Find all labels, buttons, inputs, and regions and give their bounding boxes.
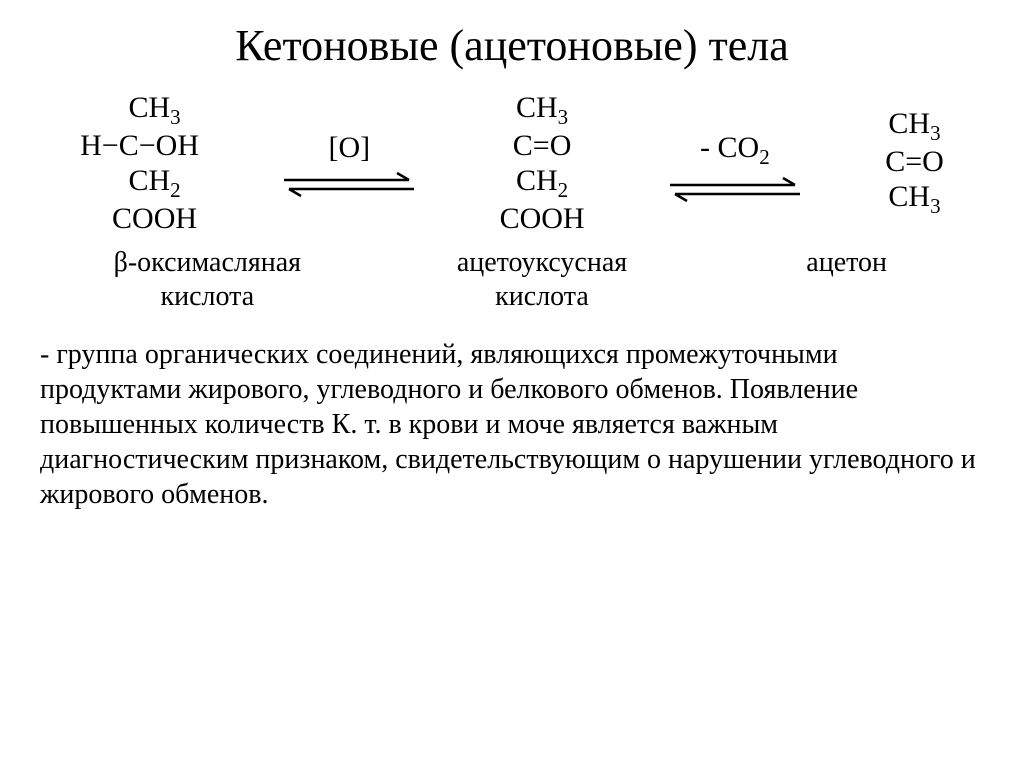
- formula-line: CH3: [98, 91, 180, 129]
- page-title: Кетоновые (ацетоновые) тела: [40, 20, 984, 71]
- compound-name-2: ацетоуксусная кислота: [412, 246, 672, 313]
- formula-line: COOH: [82, 202, 197, 237]
- formula-line: CH3: [888, 180, 940, 218]
- arrow-label: - CO2: [700, 131, 770, 170]
- equilibrium-arrow-icon: [279, 169, 419, 199]
- molecule-beta-hydroxybutyrate: CH3 H−C−OH CH2 COOH: [80, 91, 199, 236]
- equilibrium-arrow-icon: [665, 174, 805, 204]
- formula-line: H−C−OH: [80, 129, 199, 164]
- molecule-acetoacetate: CH3 C=O CH2 COOH: [500, 91, 585, 236]
- formula-line: CH3: [516, 91, 568, 129]
- formula-line: C=O: [885, 145, 944, 180]
- name-line: кислота: [161, 281, 255, 312]
- arrow-label: [O]: [328, 131, 370, 165]
- reaction-arrow-2: - CO2: [665, 91, 805, 204]
- name-line: ацетоуксусная: [457, 247, 627, 278]
- compound-name-1: β-оксимасляная кислота: [77, 246, 337, 313]
- formula-line: CH2: [98, 164, 180, 202]
- compound-name-3: ацетон: [747, 246, 947, 313]
- definition-text: - группа органических соединений, являющ…: [40, 337, 984, 512]
- compound-names-row: β-оксимасляная кислота ацетоуксусная кис…: [40, 246, 984, 313]
- formula-line: CH3: [888, 107, 940, 145]
- name-line: ацетон: [806, 247, 887, 278]
- name-line: β-оксимасляная: [114, 247, 301, 278]
- reaction-scheme: CH3 H−C−OH CH2 COOH [O] CH3 C=O CH2 COOH…: [40, 91, 984, 236]
- formula-line: C=O: [513, 129, 572, 164]
- formula-line: COOH: [500, 202, 585, 237]
- molecule-acetone: CH3 C=O CH3: [885, 91, 944, 218]
- formula-line: CH2: [516, 164, 568, 202]
- name-line: кислота: [495, 281, 589, 312]
- reaction-arrow-1: [O]: [279, 91, 419, 199]
